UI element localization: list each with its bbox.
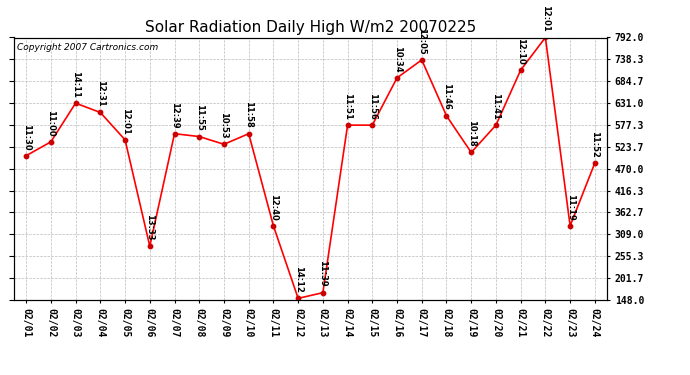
Point [540, 34, 551, 40]
Text: 11:46: 11:46 [442, 83, 451, 110]
Text: 11:00: 11:00 [46, 110, 55, 136]
Text: 12:01: 12:01 [541, 5, 550, 32]
Text: 11:39: 11:39 [318, 261, 327, 287]
Point [268, 223, 279, 229]
Title: Solar Radiation Daily High W/m2 20070225: Solar Radiation Daily High W/m2 20070225 [145, 20, 476, 35]
Text: 11:58: 11:58 [244, 101, 253, 128]
Text: 10:34: 10:34 [393, 46, 402, 72]
Point [491, 122, 502, 128]
Text: 10:53: 10:53 [219, 112, 228, 139]
Point [466, 150, 477, 156]
Text: 12:05: 12:05 [417, 28, 426, 54]
Point [441, 113, 452, 119]
Text: Copyright 2007 Cartronics.com: Copyright 2007 Cartronics.com [17, 43, 158, 52]
Text: 12:01: 12:01 [121, 108, 130, 134]
Text: 14:11: 14:11 [71, 71, 80, 98]
Point [589, 160, 600, 166]
Point [169, 131, 180, 137]
Text: 12:39: 12:39 [170, 102, 179, 128]
Text: 13:33: 13:33 [146, 214, 155, 241]
Point [70, 100, 81, 106]
Text: 11:55: 11:55 [195, 104, 204, 131]
Point [342, 122, 353, 128]
Point [194, 134, 205, 140]
Text: 14:12: 14:12 [294, 266, 303, 293]
Point [317, 290, 328, 296]
Text: 11:19: 11:19 [566, 194, 575, 220]
Text: 11:52: 11:52 [591, 130, 600, 158]
Point [46, 139, 57, 145]
Text: 12:31: 12:31 [96, 80, 105, 107]
Point [21, 153, 32, 159]
Text: 12:10: 12:10 [516, 38, 525, 64]
Point [293, 296, 304, 302]
Point [95, 110, 106, 116]
Point [416, 57, 427, 63]
Text: 12:40: 12:40 [269, 194, 278, 220]
Point [243, 131, 254, 137]
Point [219, 141, 230, 147]
Point [564, 223, 575, 229]
Point [515, 67, 526, 73]
Text: 11:30: 11:30 [21, 123, 30, 150]
Point [391, 75, 402, 81]
Text: 10:18: 10:18 [466, 120, 475, 147]
Text: 11:51: 11:51 [343, 93, 352, 120]
Text: 11:41: 11:41 [491, 93, 500, 120]
Point [367, 122, 378, 128]
Point [144, 243, 155, 249]
Point [119, 137, 130, 143]
Text: 11:56: 11:56 [368, 93, 377, 120]
